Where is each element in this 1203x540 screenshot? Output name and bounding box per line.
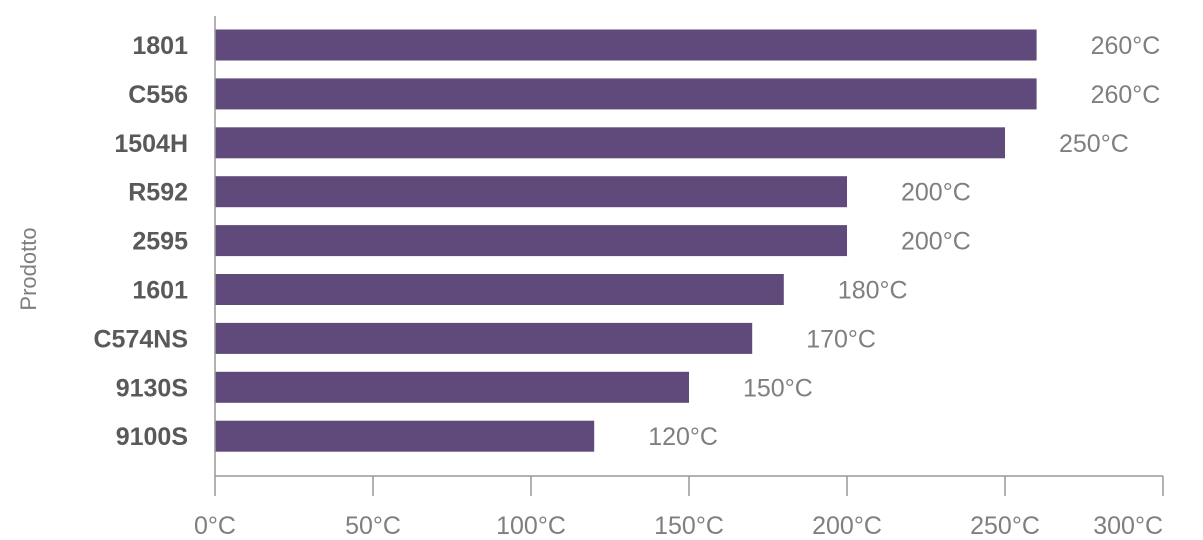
bar-C574NS: [215, 322, 753, 354]
bar-C556: [215, 78, 1037, 110]
value-label: 260°C: [1091, 32, 1161, 60]
value-label: 250°C: [1059, 130, 1129, 158]
bar-1504H: [215, 127, 1005, 159]
value-label: 180°C: [838, 277, 908, 305]
value-labels: 260°C 260°C 250°C 200°C 200°C 180°C 170°C 150°C…: [648, 32, 1160, 451]
bar-1601: [215, 274, 784, 305]
category-label: 9100S: [116, 423, 188, 451]
bar-1801: [215, 29, 1037, 61]
value-label: 200°C: [901, 228, 971, 256]
category-labels: 1801 C556 1504H R592 2595 1601 C574NS 9130S 9100…: [94, 32, 189, 451]
bars-layer: [215, 29, 1037, 452]
category-label: 9130S: [116, 374, 188, 402]
category-label: R592: [128, 179, 188, 207]
value-label: 200°C: [901, 179, 971, 207]
x-ticks: 0°C 50°C 100°C 150°C 200°C 250°C 300°C: [194, 476, 1164, 540]
category-label: C574NS: [94, 325, 189, 353]
category-label: 1801: [132, 32, 188, 60]
x-tick-label: 50°C: [345, 512, 401, 540]
category-label: C556: [128, 81, 188, 109]
category-label: 1601: [132, 277, 188, 305]
value-label: 120°C: [648, 423, 718, 451]
bar-9100S: [215, 420, 595, 452]
value-label: 150°C: [743, 374, 813, 402]
y-axis-title: Prodotto: [16, 227, 41, 310]
bar-R592: [215, 176, 847, 208]
category-label: 1504H: [114, 130, 188, 158]
bar-9130S: [215, 371, 689, 403]
x-tick-label: 250°C: [970, 512, 1040, 540]
x-tick-label: 200°C: [812, 512, 882, 540]
x-tick-label: 100°C: [496, 512, 566, 540]
value-label: 260°C: [1091, 81, 1161, 109]
x-tick-label: 150°C: [654, 512, 724, 540]
category-label: 2595: [132, 228, 188, 256]
x-tick-label: 300°C: [1093, 512, 1163, 540]
value-label: 170°C: [806, 325, 876, 353]
x-tick-label: 0°C: [194, 512, 236, 540]
bar-2595: [215, 225, 847, 257]
